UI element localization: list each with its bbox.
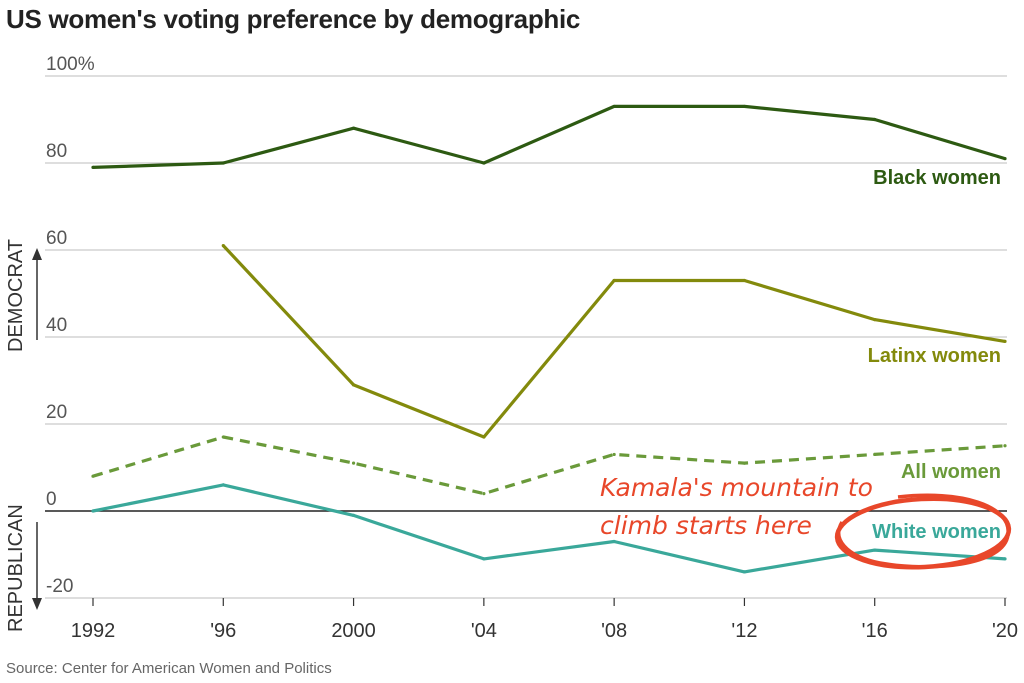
data-point [351, 461, 356, 465]
y-tick-label: 60 [46, 228, 67, 249]
data-point [873, 548, 877, 552]
latinx-women-line [222, 244, 1006, 439]
data-point [873, 117, 877, 122]
data-point [742, 570, 747, 574]
series-label: White women [872, 521, 1001, 543]
data-point [1003, 557, 1007, 561]
series-label: Black women [873, 167, 1001, 189]
data-point [482, 492, 486, 496]
data-point [742, 461, 747, 465]
y-tick-label: 0 [46, 489, 57, 510]
chart-title: US women's voting preference by demograp… [6, 4, 581, 34]
data-point [612, 278, 616, 283]
data-point [612, 104, 616, 109]
republican-label: REPUBLICAN [5, 504, 27, 632]
data-point [351, 513, 356, 517]
data-point [351, 383, 356, 387]
data-point [351, 126, 356, 130]
x-tick-label: '16 [862, 620, 888, 642]
data-point [91, 474, 95, 478]
x-tick-label: '04 [471, 620, 497, 642]
black-women-line [92, 104, 1006, 169]
democrat-arrowhead [32, 248, 42, 260]
data-point [221, 483, 225, 487]
data-point [742, 278, 747, 283]
data-point [91, 165, 95, 169]
data-point [1003, 444, 1007, 448]
data-point [612, 452, 616, 457]
x-axis-ticks: 1992 '96 2000 '04 '08 '12 '16 '20 [71, 598, 1018, 642]
y-tick-label: 40 [46, 315, 67, 336]
series-lines [91, 104, 1007, 574]
y-axis-ticks: 100% 80 60 40 20 0 -20 [46, 54, 95, 597]
data-point [612, 539, 616, 544]
data-point [1003, 157, 1007, 161]
annotation-line-2: climb starts here [600, 511, 812, 540]
source-note: Source: Center for American Women and Po… [6, 660, 332, 677]
data-point [482, 557, 486, 561]
highlight-circle-stroke [836, 493, 1010, 569]
series-labels: Black women Latinx women All women White wo… [868, 167, 1001, 543]
data-point [221, 244, 225, 248]
data-point [742, 104, 747, 109]
x-tick-label: '20 [992, 620, 1018, 642]
x-tick-label: 2000 [331, 620, 376, 642]
x-tick-label: '08 [601, 620, 627, 642]
x-tick-label: 1992 [71, 620, 116, 642]
data-point [1003, 339, 1007, 343]
gridlines [45, 75, 1007, 599]
data-point [482, 161, 486, 165]
all-women-line [92, 435, 1006, 496]
data-point [91, 509, 95, 513]
x-tick-label: '96 [210, 620, 236, 642]
annotation-line-1: Kamala's mountain to [600, 473, 873, 502]
series-label: Latinx women [868, 345, 1001, 367]
data-point [221, 435, 225, 439]
series-label: All women [901, 461, 1001, 483]
data-point [873, 452, 877, 457]
republican-arrowhead [32, 598, 42, 610]
data-point [221, 161, 225, 165]
y-tick-label: 80 [46, 141, 67, 162]
y-tick-label: 100% [46, 54, 95, 75]
democrat-label: DEMOCRAT [5, 239, 27, 352]
y-tick-label: -20 [46, 576, 73, 597]
y-tick-label: 20 [46, 402, 67, 423]
line-chart: 100% 80 60 40 20 0 -20 1992 '96 2000 '04 '08 '12 '16… [5, 54, 1018, 642]
data-point [482, 435, 486, 439]
data-point [873, 318, 877, 322]
x-tick-label: '12 [731, 620, 757, 642]
